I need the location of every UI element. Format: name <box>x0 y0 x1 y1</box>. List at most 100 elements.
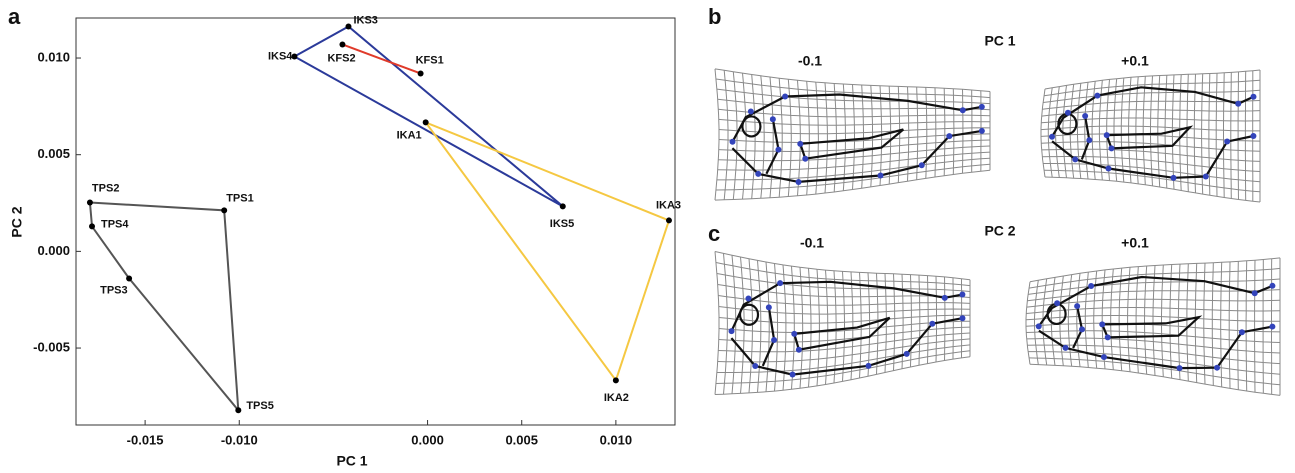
landmark <box>918 162 925 169</box>
grid-line <box>718 118 991 126</box>
grid-line <box>842 271 845 382</box>
grid-line <box>1069 84 1075 179</box>
grid-line <box>714 68 991 92</box>
grid-line <box>870 85 874 187</box>
grid-line <box>861 84 864 189</box>
point <box>422 119 429 126</box>
panel-title: PC 1 <box>984 33 1015 49</box>
landmark <box>1104 334 1111 341</box>
grid-line <box>1067 274 1073 367</box>
grid-line <box>952 88 955 175</box>
grid-line <box>1093 270 1098 369</box>
point-label: TPS4 <box>101 218 129 230</box>
landmark <box>877 172 884 179</box>
grid-line <box>824 82 828 194</box>
grid-line <box>1026 330 1281 343</box>
x-axis-label: PC 1 <box>336 453 367 469</box>
grid-line <box>934 87 937 178</box>
grid-line <box>1169 264 1173 379</box>
grid-line <box>1135 266 1139 374</box>
grid-line <box>1152 265 1156 376</box>
landmark <box>1238 329 1245 336</box>
landmark <box>1269 282 1276 289</box>
grid-line <box>1161 264 1164 377</box>
point-label: IKS4 <box>268 50 293 62</box>
landmark <box>1099 321 1106 328</box>
group-outline <box>292 25 564 208</box>
grid-line <box>1193 74 1196 193</box>
grid-line <box>723 70 729 200</box>
landmark <box>959 107 966 114</box>
grid-line <box>907 86 910 182</box>
grid-line <box>1164 75 1168 189</box>
grid-line <box>799 267 804 389</box>
grid-line <box>1041 148 1261 162</box>
landmark <box>865 362 872 369</box>
landmark <box>941 294 948 301</box>
grid-line <box>1029 257 1281 283</box>
y-tick-label: 0.010 <box>37 49 70 64</box>
landmark <box>1251 290 1258 297</box>
grid-line <box>723 253 728 395</box>
y-tick-label: 0.000 <box>37 243 70 258</box>
landmark <box>1103 132 1110 139</box>
landmark <box>1064 109 1071 116</box>
grid-line <box>742 73 747 200</box>
point-label: TPS1 <box>226 192 254 204</box>
grid-line <box>1025 315 1280 322</box>
point <box>291 53 298 60</box>
landmark <box>1048 133 1055 140</box>
grid-line <box>714 356 971 395</box>
landmark <box>745 295 752 302</box>
grid-line <box>1042 100 1261 110</box>
fish-eye <box>738 303 760 326</box>
grid-line <box>1215 73 1218 197</box>
grid-line <box>1077 83 1082 179</box>
grid-caption: +0.1 <box>1121 235 1149 251</box>
fish-eye <box>1046 302 1067 326</box>
grid-line <box>1059 275 1064 366</box>
landmark <box>1108 145 1115 152</box>
landmark <box>1250 132 1257 139</box>
point-label: IKA3 <box>656 199 681 211</box>
landmark <box>755 170 762 177</box>
point-label: IKA1 <box>397 129 422 141</box>
grid-line <box>852 84 855 190</box>
grid-line <box>935 276 937 363</box>
y-tick-label: -0.005 <box>33 339 70 354</box>
landmark <box>775 146 782 153</box>
panel-label: c <box>708 221 720 246</box>
grid-line <box>1186 74 1189 192</box>
x-tick-label: 0.000 <box>411 432 444 447</box>
panel-label: b <box>708 4 721 29</box>
grid-line <box>718 108 991 118</box>
grid-line <box>1043 169 1261 193</box>
grid-line <box>718 332 971 353</box>
y-axis-label: PC 2 <box>9 206 25 237</box>
grid-line <box>808 268 812 388</box>
grid-line <box>1142 76 1146 185</box>
x-tick-label: 0.010 <box>600 432 633 447</box>
landmark <box>978 103 985 110</box>
grid-line <box>1098 80 1103 181</box>
landmark <box>1072 156 1079 163</box>
fish-eye <box>1057 112 1078 136</box>
landmark <box>728 328 735 335</box>
grid-line <box>850 271 854 380</box>
grid-line <box>1186 263 1189 382</box>
grid-line <box>806 81 810 196</box>
grid-line <box>876 273 879 375</box>
grid-line <box>1157 75 1161 188</box>
landmark <box>802 155 809 162</box>
grid-line <box>842 83 847 191</box>
landmark <box>795 346 802 353</box>
group-outline <box>422 120 671 383</box>
grid-line <box>1047 87 1053 178</box>
grid-caption: -0.1 <box>800 235 824 251</box>
grid-line <box>893 273 896 371</box>
grid-line <box>888 86 892 185</box>
grid-line <box>1026 337 1281 354</box>
grid-line <box>715 163 991 191</box>
